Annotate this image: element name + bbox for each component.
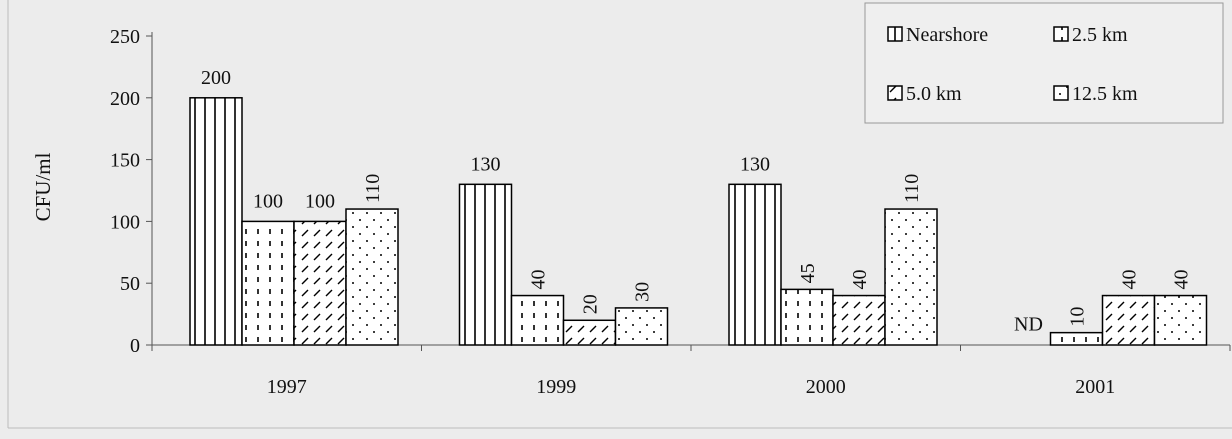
data-labels: 200 130 130 ND 100 40 45 10 100 20 40 40 110 30 110 40 bbox=[201, 67, 1193, 336]
legend-label: 5.0 km bbox=[906, 83, 962, 105]
y-tick-label: 50 bbox=[120, 273, 140, 295]
bar bbox=[293, 220, 347, 346]
legend-swatch bbox=[1053, 26, 1069, 42]
y-axis-title: CFU/ml bbox=[31, 152, 55, 221]
data-label: 110 bbox=[362, 174, 384, 203]
y-tick-label: 250 bbox=[110, 26, 140, 48]
legend-swatch bbox=[887, 26, 903, 42]
data-label: 20 bbox=[580, 294, 602, 314]
data-label: 40 bbox=[849, 270, 871, 290]
data-label: 110 bbox=[901, 174, 923, 203]
data-label: 100 bbox=[253, 190, 283, 212]
x-tick-label: 1999 bbox=[536, 376, 576, 398]
bar bbox=[780, 288, 834, 346]
data-label: 130 bbox=[471, 153, 501, 175]
bar bbox=[1153, 294, 1208, 346]
data-label: 130 bbox=[740, 153, 770, 175]
y-tick-label: 100 bbox=[110, 211, 140, 233]
data-label: 200 bbox=[201, 67, 231, 89]
bar bbox=[884, 208, 938, 346]
data-label: 40 bbox=[1119, 270, 1141, 290]
legend-swatch bbox=[1053, 85, 1069, 101]
x-tick-label: 2001 bbox=[1075, 376, 1115, 398]
legend-label: Nearshore bbox=[906, 24, 988, 46]
bar bbox=[241, 220, 295, 346]
bar bbox=[1101, 294, 1156, 346]
bar bbox=[189, 97, 243, 346]
y-tick-label: 0 bbox=[130, 335, 140, 357]
bar bbox=[510, 294, 565, 346]
x-tick-label: 1997 bbox=[267, 376, 307, 398]
bar bbox=[345, 208, 399, 346]
bar bbox=[728, 183, 782, 346]
bar bbox=[614, 307, 669, 346]
bar bbox=[458, 183, 513, 346]
legend-box bbox=[864, 2, 1224, 124]
data-label-nd: ND bbox=[1014, 314, 1043, 336]
y-tick-label: 150 bbox=[110, 150, 140, 172]
bar bbox=[562, 319, 617, 346]
data-label: 45 bbox=[797, 263, 819, 283]
legend-swatch bbox=[887, 85, 903, 101]
bars bbox=[189, 97, 1208, 346]
data-label: 30 bbox=[632, 282, 654, 302]
legend-label: 2.5 km bbox=[1072, 24, 1128, 46]
data-label: 100 bbox=[305, 190, 335, 212]
bar bbox=[1049, 331, 1104, 346]
data-label: 40 bbox=[528, 270, 550, 290]
y-tick-label: 200 bbox=[110, 88, 140, 110]
data-label: 10 bbox=[1067, 307, 1089, 327]
y-axis: 0 50 100 150 200 250 bbox=[110, 26, 153, 357]
x-tick-label: 2000 bbox=[806, 376, 846, 398]
bar bbox=[832, 294, 886, 346]
data-label: 40 bbox=[1171, 270, 1193, 290]
legend-label: 12.5 km bbox=[1072, 83, 1138, 105]
legend: Nearshore 2.5 km 5.0 km 12.5 km bbox=[864, 2, 1224, 124]
